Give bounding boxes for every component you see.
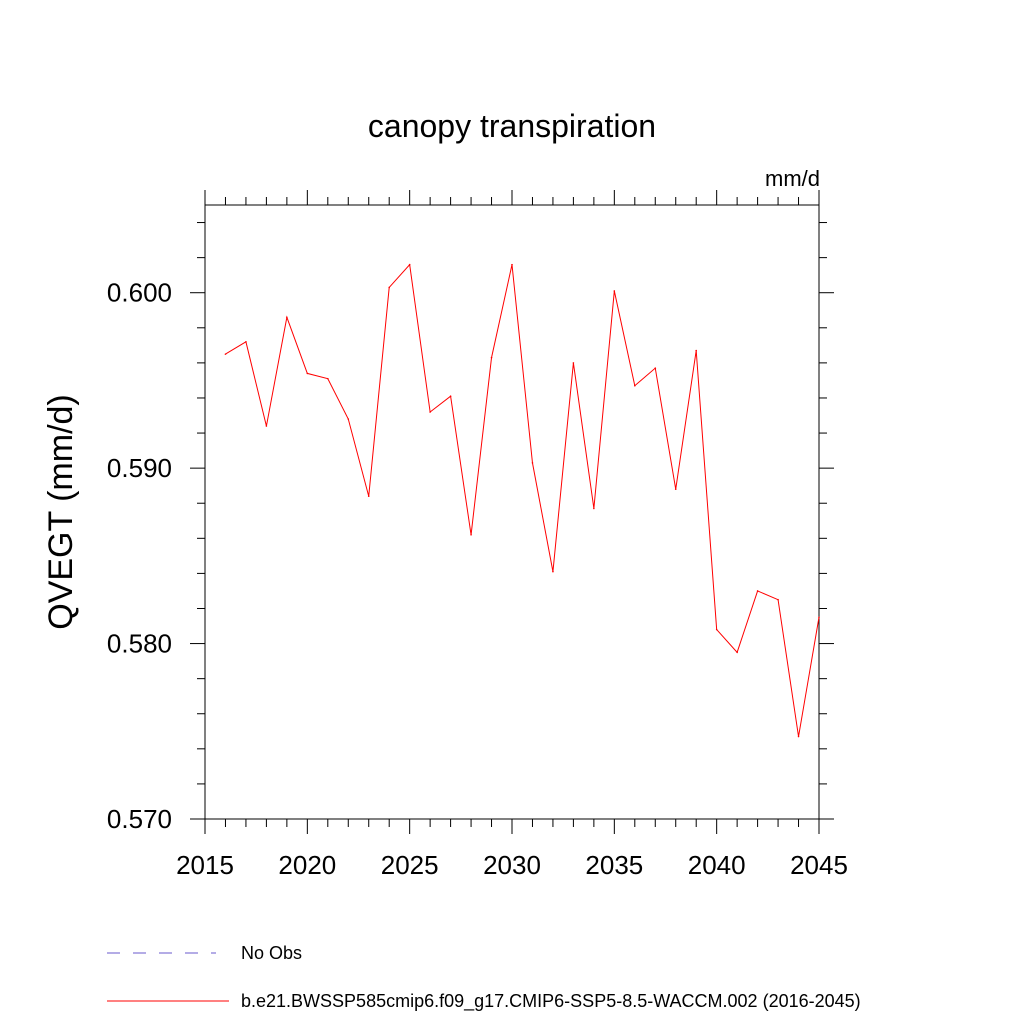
data-point [593,507,595,510]
data-point [429,411,431,413]
data-point [408,263,411,266]
data-point [674,488,677,490]
minor-ticks [197,197,827,827]
units-label: mm/d [765,166,820,191]
data-point [818,616,820,619]
data-point [695,349,697,352]
data-point [777,598,779,601]
data-point [511,263,513,266]
data-point [634,384,636,387]
x-tick-label: 2025 [381,850,439,880]
y-tick-label: 0.590 [107,453,172,483]
series-line [225,263,820,737]
x-tick-label: 2015 [176,850,234,880]
data-point [490,356,493,359]
plot-frame [204,204,820,820]
y-tick-label: 0.580 [107,629,172,659]
x-tick-label: 2040 [688,850,746,880]
x-tick-labels: 2015 2020 2025 2030 2035 2040 2045 [176,850,848,880]
data-point [470,534,472,536]
data-point [306,372,309,375]
data-point [388,286,391,289]
data-point [265,425,268,427]
data-point [347,418,350,420]
data-point [552,570,554,573]
data-point [367,495,370,498]
x-tick-label: 2045 [790,850,848,880]
data-point [224,353,227,355]
y-tick-label: 0.570 [107,804,172,834]
data-point [286,316,288,319]
x-tick-label: 2030 [483,850,541,880]
major-ticks [190,190,834,834]
x-tick-label: 2020 [278,850,336,880]
y-tick-label: 0.600 [107,278,172,308]
series-layer [224,263,820,738]
y-tick-labels: 0.570 0.580 0.590 0.600 [107,278,172,834]
legend: No Obs b.e21.BWSSP585cmip6.f09_g17.CMIP6… [107,943,861,1012]
chart-title: canopy transpiration [368,108,656,144]
data-point [756,590,759,592]
data-point [245,341,247,343]
data-point [572,362,575,364]
data-point [327,377,329,380]
data-point [531,462,534,464]
x-tick-label: 2035 [585,850,643,880]
data-point [654,367,657,369]
data-point [449,395,452,398]
legend-label-series: b.e21.BWSSP585cmip6.f09_g17.CMIP6-SSP5-8… [241,991,861,1012]
data-point [715,628,718,631]
legend-label-no-obs: No Obs [241,943,302,963]
data-point [613,290,616,292]
data-point [797,735,800,738]
data-point [736,651,738,654]
y-axis-label: QVEGT (mm/d) [42,394,80,630]
